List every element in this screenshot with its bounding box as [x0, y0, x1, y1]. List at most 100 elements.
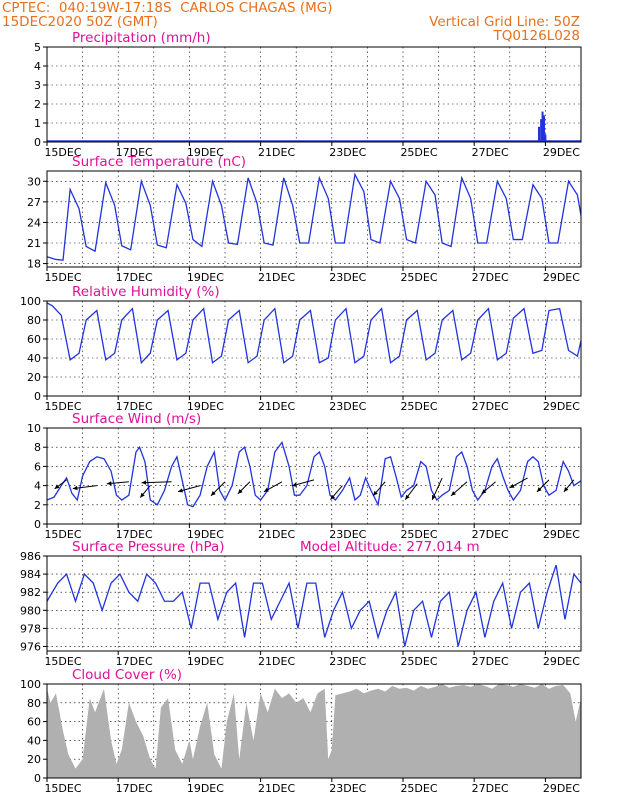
wind-vector-head — [178, 488, 183, 493]
wind-xtick-label: 25DEC — [400, 528, 437, 541]
rh-frame — [46, 300, 582, 397]
wind-title: Surface Wind (m/s) — [72, 411, 201, 427]
temp-series-line — [46, 172, 582, 261]
temp-xtick-label: 21DEC — [258, 271, 295, 284]
wind-vector-head — [373, 490, 378, 496]
wind-ytick-label: 4 — [34, 480, 41, 493]
rh-xtick-label: 21DEC — [258, 400, 295, 413]
cloud-ytick-label: 20 — [27, 753, 41, 766]
precip-ytick-label: 3 — [34, 79, 41, 92]
header-station: CPTEC: 040:19W-17:18S CARLOS CHAGAS (MG) — [2, 0, 333, 16]
rh-ytick-label: 40 — [27, 352, 41, 365]
wind-vector-head — [237, 489, 243, 494]
cloud-xtick-label: 27DEC — [472, 782, 509, 795]
cloud-xtick-label: 25DEC — [400, 782, 437, 795]
rh-xtick-label: 19DEC — [187, 400, 224, 413]
pressure-xtick-label: 29DEC — [543, 655, 580, 668]
precip-xtick-label: 23DEC — [329, 146, 366, 159]
precip-xtick-label: 21DEC — [258, 146, 295, 159]
precip-ytick-label: 1 — [34, 117, 41, 130]
pressure-ytick-label: 986 — [20, 550, 41, 563]
wind-xtick-label: 23DEC — [329, 528, 366, 541]
precip-xtick-label: 19DEC — [187, 146, 224, 159]
wind-xtick-label: 27DEC — [472, 528, 509, 541]
rh-xtick-label: 17DEC — [116, 400, 153, 413]
cloud-area — [47, 684, 581, 778]
precip-bar — [540, 119, 543, 142]
wind-vector-head — [72, 485, 78, 491]
cloud-ytick-label: 40 — [27, 734, 41, 747]
precip-frame — [46, 46, 582, 143]
wind-ytick-label: 6 — [34, 460, 41, 473]
temp-xtick-label: 25DEC — [400, 271, 437, 284]
precip-ytick-label: 5 — [34, 41, 41, 54]
precip-title: Precipitation (mm/h) — [72, 30, 211, 46]
pressure-xtick-label: 23DEC — [329, 655, 366, 668]
pressure-xtick-label: 15DEC — [44, 655, 81, 668]
temp-xtick-label: 23DEC — [329, 271, 366, 284]
temp-xtick-label: 27DEC — [472, 271, 509, 284]
cloud-xtick-label: 19DEC — [187, 782, 224, 795]
pressure-frame — [46, 555, 582, 652]
precip-xtick-label: 15DEC — [44, 146, 81, 159]
cloud-xtick-label: 17DEC — [116, 782, 153, 795]
wind-vector-head — [106, 481, 112, 486]
precip-xtick-label: 27DEC — [472, 146, 509, 159]
cloud-ytick-label: 80 — [27, 697, 41, 710]
temp-frame — [46, 170, 582, 268]
precip-xtick-label: 25DEC — [400, 146, 437, 159]
pressure-xtick-label: 27DEC — [472, 655, 509, 668]
wind-vector-head — [432, 494, 437, 500]
precip-bar — [544, 134, 547, 142]
wind-vector-head — [330, 494, 336, 500]
cloud-frame — [46, 683, 582, 779]
precip-bar — [537, 126, 540, 142]
wind-xtick-label: 15DEC — [44, 528, 81, 541]
wind-vector — [141, 481, 172, 484]
temp-ytick-label: 24 — [27, 216, 41, 229]
wind-ytick-label: 0 — [34, 518, 41, 531]
wind-ytick-label: 2 — [34, 499, 41, 512]
wind-vector-head — [54, 484, 60, 489]
rh-ytick-label: 0 — [34, 390, 41, 403]
precip-xtick-label: 29DEC — [543, 146, 580, 159]
wind-xtick-label: 29DEC — [543, 528, 580, 541]
cloud-ytick-label: 0 — [34, 772, 41, 785]
wind-vector-head — [481, 489, 487, 494]
rh-ytick-label: 100 — [20, 295, 41, 308]
rh-series-line — [46, 302, 582, 365]
pressure-ytick-label: 984 — [20, 568, 41, 581]
header-date: 15DEC2020 50Z (GMT) — [2, 14, 158, 30]
pressure-ytick-label: 982 — [20, 586, 41, 599]
wind-vector-head — [563, 486, 569, 492]
temp-xtick-label: 15DEC — [44, 271, 81, 284]
wind-vector-head — [263, 487, 269, 492]
wind-vector-head — [451, 491, 456, 496]
cloud-title: Cloud Cover (%) — [72, 667, 182, 683]
pressure-xtick-label: 17DEC — [116, 655, 153, 668]
header-model-code: TQ0126L028 — [493, 28, 580, 44]
rh-xtick-label: 23DEC — [329, 400, 366, 413]
temp-title: Surface Temperature (nC) — [72, 154, 246, 170]
pressure-series-line — [46, 564, 582, 647]
wind-vector-head — [140, 492, 145, 498]
temp-xtick-label: 17DEC — [116, 271, 153, 284]
pressure-ytick-label: 978 — [20, 622, 41, 635]
wind-vector-head — [509, 483, 515, 488]
pressure-ytick-label: 980 — [20, 604, 41, 617]
cloud-xtick-label: 21DEC — [258, 782, 295, 795]
wind-xtick-label: 19DEC — [187, 528, 224, 541]
rh-xtick-label: 29DEC — [543, 400, 580, 413]
header-grid-note: Vertical Grid Line: 50Z — [429, 14, 580, 30]
wind-vector-head — [211, 491, 216, 496]
temp-xtick-label: 19DEC — [187, 271, 224, 284]
rh-ytick-label: 80 — [27, 314, 41, 327]
wind-xtick-label: 17DEC — [116, 528, 153, 541]
wind-frame — [46, 427, 582, 525]
temp-xtick-label: 29DEC — [543, 271, 580, 284]
precip-bar — [541, 111, 544, 142]
rh-xtick-label: 15DEC — [44, 400, 81, 413]
precip-ytick-label: 0 — [34, 136, 41, 149]
precip-bar — [542, 115, 545, 142]
